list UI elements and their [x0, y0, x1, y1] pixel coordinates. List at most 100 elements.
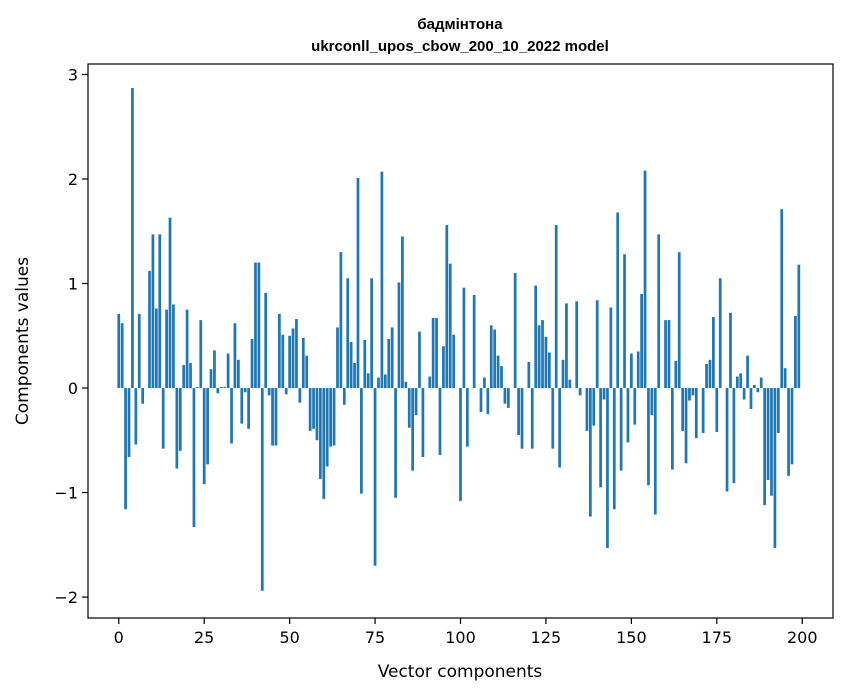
bar: [380, 171, 384, 389]
bar: [332, 388, 336, 446]
bar: [619, 388, 623, 471]
bar: [288, 335, 291, 389]
bar: [199, 320, 203, 389]
y-tick-label: 0: [68, 379, 78, 398]
bar: [240, 388, 244, 424]
bar: [630, 353, 633, 389]
bar: [175, 388, 179, 469]
bar: [602, 388, 606, 400]
bar: [418, 331, 421, 389]
bar: [431, 318, 435, 389]
bar: [401, 236, 404, 389]
bar: [295, 319, 298, 389]
bar: [209, 369, 213, 389]
bar: [230, 388, 233, 444]
y-tick-label: 2: [68, 170, 78, 189]
bars-group: [117, 88, 801, 591]
bar: [161, 388, 165, 449]
bar: [479, 388, 483, 413]
bar: [124, 388, 127, 510]
bar: [165, 309, 168, 389]
bar: [513, 273, 517, 389]
bar: [647, 388, 650, 486]
bar: [606, 388, 609, 548]
bar: [561, 359, 565, 389]
bar: [541, 320, 544, 389]
bar: [636, 351, 640, 389]
bar: [616, 212, 620, 389]
y-tick-label: −1: [54, 484, 78, 503]
bar: [735, 376, 739, 389]
bar: [568, 379, 572, 389]
bar: [264, 292, 268, 389]
bar: [677, 252, 681, 389]
bar: [260, 388, 264, 591]
bar: [575, 301, 579, 389]
x-tick-label: 100: [445, 628, 476, 647]
bar: [462, 287, 466, 389]
bar: [657, 234, 661, 389]
bar: [438, 388, 442, 455]
bar: [684, 388, 688, 464]
bar: [753, 384, 756, 389]
bar: [216, 388, 220, 394]
x-axis-ticks: 0 25 50 75 100 125 150 175 200: [114, 618, 818, 647]
bar: [585, 388, 589, 431]
bar: [411, 388, 415, 471]
bar: [452, 334, 456, 389]
bar: [565, 303, 568, 389]
x-axis-label: Vector components: [378, 662, 543, 682]
bar: [366, 373, 370, 389]
bar: [189, 362, 192, 389]
x-tick-label: 125: [531, 628, 562, 647]
bar: [472, 295, 476, 389]
bar: [247, 388, 250, 429]
y-axis-label: Components values: [13, 257, 33, 425]
bar: [298, 388, 302, 403]
bar: [520, 388, 524, 449]
bar: [534, 285, 538, 389]
bar: [742, 388, 746, 400]
bar: [325, 388, 329, 467]
bar: [322, 388, 326, 499]
bar: [592, 388, 596, 426]
bar: [715, 388, 719, 432]
bar: [496, 355, 500, 389]
bar: [206, 388, 209, 465]
bar: [305, 355, 309, 389]
bar: [674, 360, 678, 389]
bar: [182, 365, 186, 389]
bar: [213, 350, 216, 389]
bar: [390, 327, 394, 389]
bar: [141, 388, 145, 404]
bar: [787, 388, 790, 476]
bar: [547, 352, 551, 389]
chart-subtitle: ukrconll_upos_cbow_200_10_2022 model: [311, 38, 609, 55]
bar: [428, 376, 432, 389]
bar: [694, 388, 698, 439]
bar: [117, 313, 121, 389]
bar: [219, 386, 223, 389]
bar: [370, 278, 374, 389]
bar: [414, 388, 418, 416]
bar: [237, 359, 240, 389]
bar: [377, 377, 380, 389]
bar: [506, 388, 510, 408]
bar: [360, 388, 363, 494]
bar: [681, 388, 684, 431]
bar: [342, 388, 346, 405]
bar: [486, 388, 490, 415]
bar: [626, 388, 630, 443]
bar: [551, 388, 555, 449]
bar: [281, 334, 285, 389]
bar: [271, 388, 274, 446]
bar: [650, 388, 654, 416]
plot-frame: [87, 63, 834, 619]
bar: [202, 388, 206, 485]
bar: [653, 388, 657, 515]
bar: [148, 270, 151, 389]
bar: [780, 209, 784, 389]
bar: [712, 316, 715, 389]
bar: [336, 327, 339, 389]
